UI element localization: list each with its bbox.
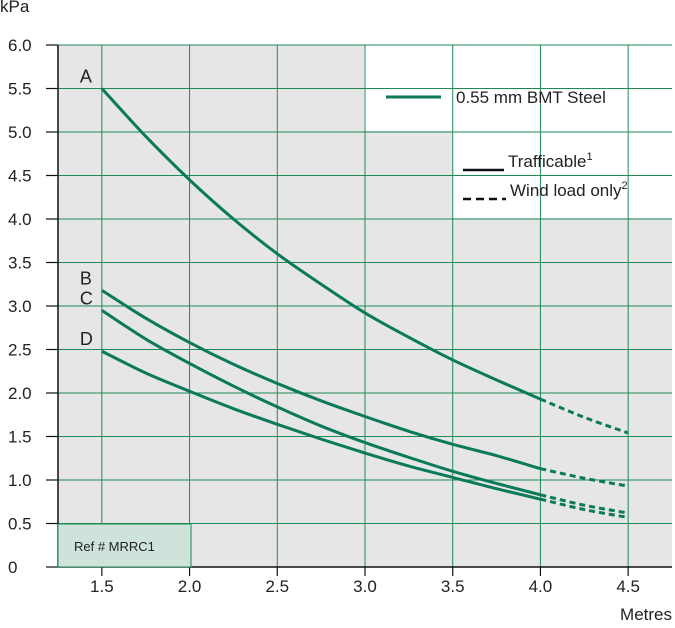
legend-solid-label: Trafficable1 — [508, 151, 593, 171]
y-tick-label: 5.5 — [8, 80, 32, 99]
grid-lines — [58, 44, 672, 567]
curve-label-b: B — [80, 268, 92, 288]
y-tick-label: 4.5 — [8, 167, 32, 186]
legend: 0.55 mm BMT Steel Trafficable1 Wind load… — [386, 88, 628, 201]
curve-b-solid — [101, 289, 541, 471]
legend-material-label: 0.55 mm BMT Steel — [456, 88, 606, 107]
curve-d-solid — [101, 349, 541, 501]
x-tick-label: 4.5 — [616, 577, 640, 596]
curve-a-solid — [100, 87, 542, 401]
curve-label-a: A — [80, 67, 92, 87]
y-tick-label: 4.0 — [8, 210, 32, 229]
y-tick-label: 1.0 — [8, 471, 32, 490]
y-tick-label: 0 — [8, 558, 17, 577]
y-tick-label: 6.0 — [8, 36, 32, 55]
curve-label-c: C — [80, 288, 93, 308]
curve-b-dashed — [540, 467, 629, 488]
y-axis-unit: kPa — [0, 0, 30, 16]
reference-label: Ref # MRRC1 — [74, 539, 155, 554]
y-tick-label: 5.0 — [8, 123, 32, 142]
reference-box — [57, 523, 192, 568]
curve-c-solid — [101, 309, 541, 497]
x-tick-label: 4.0 — [529, 577, 553, 596]
x-tick-label: 1.5 — [90, 577, 114, 596]
legend-linestyle-box — [452, 131, 672, 218]
x-tick-label: 2.0 — [178, 577, 202, 596]
x-tick-label: 3.0 — [353, 577, 377, 596]
x-tick-label: 2.5 — [265, 577, 289, 596]
y-tick-label: 0.5 — [8, 515, 32, 534]
y-tick-label: 2.5 — [8, 341, 32, 360]
data-curves: A BC D — [80, 67, 629, 519]
y-tick-label: 3.5 — [8, 254, 32, 273]
curve-c-dashed — [540, 493, 629, 515]
x-tick-label: 3.5 — [441, 577, 465, 596]
curve-d-dashed — [540, 497, 629, 519]
curve-a-dashed — [539, 397, 629, 435]
tick-labels: 0 0.5 1.0 1.5 2.0 2.5 3.0 3.5 4.0 4.5 5.0 5.5 6.0 1.5… — [8, 36, 640, 596]
curve-label-d: D — [80, 329, 93, 349]
x-axis-unit: Metres — [620, 605, 672, 624]
y-tick-label: 1.5 — [8, 428, 32, 447]
y-tick-label: 2.0 — [8, 384, 32, 403]
y-tick-label: 3.0 — [8, 297, 32, 316]
legend-dashed-label: Wind load only2 — [510, 180, 628, 200]
